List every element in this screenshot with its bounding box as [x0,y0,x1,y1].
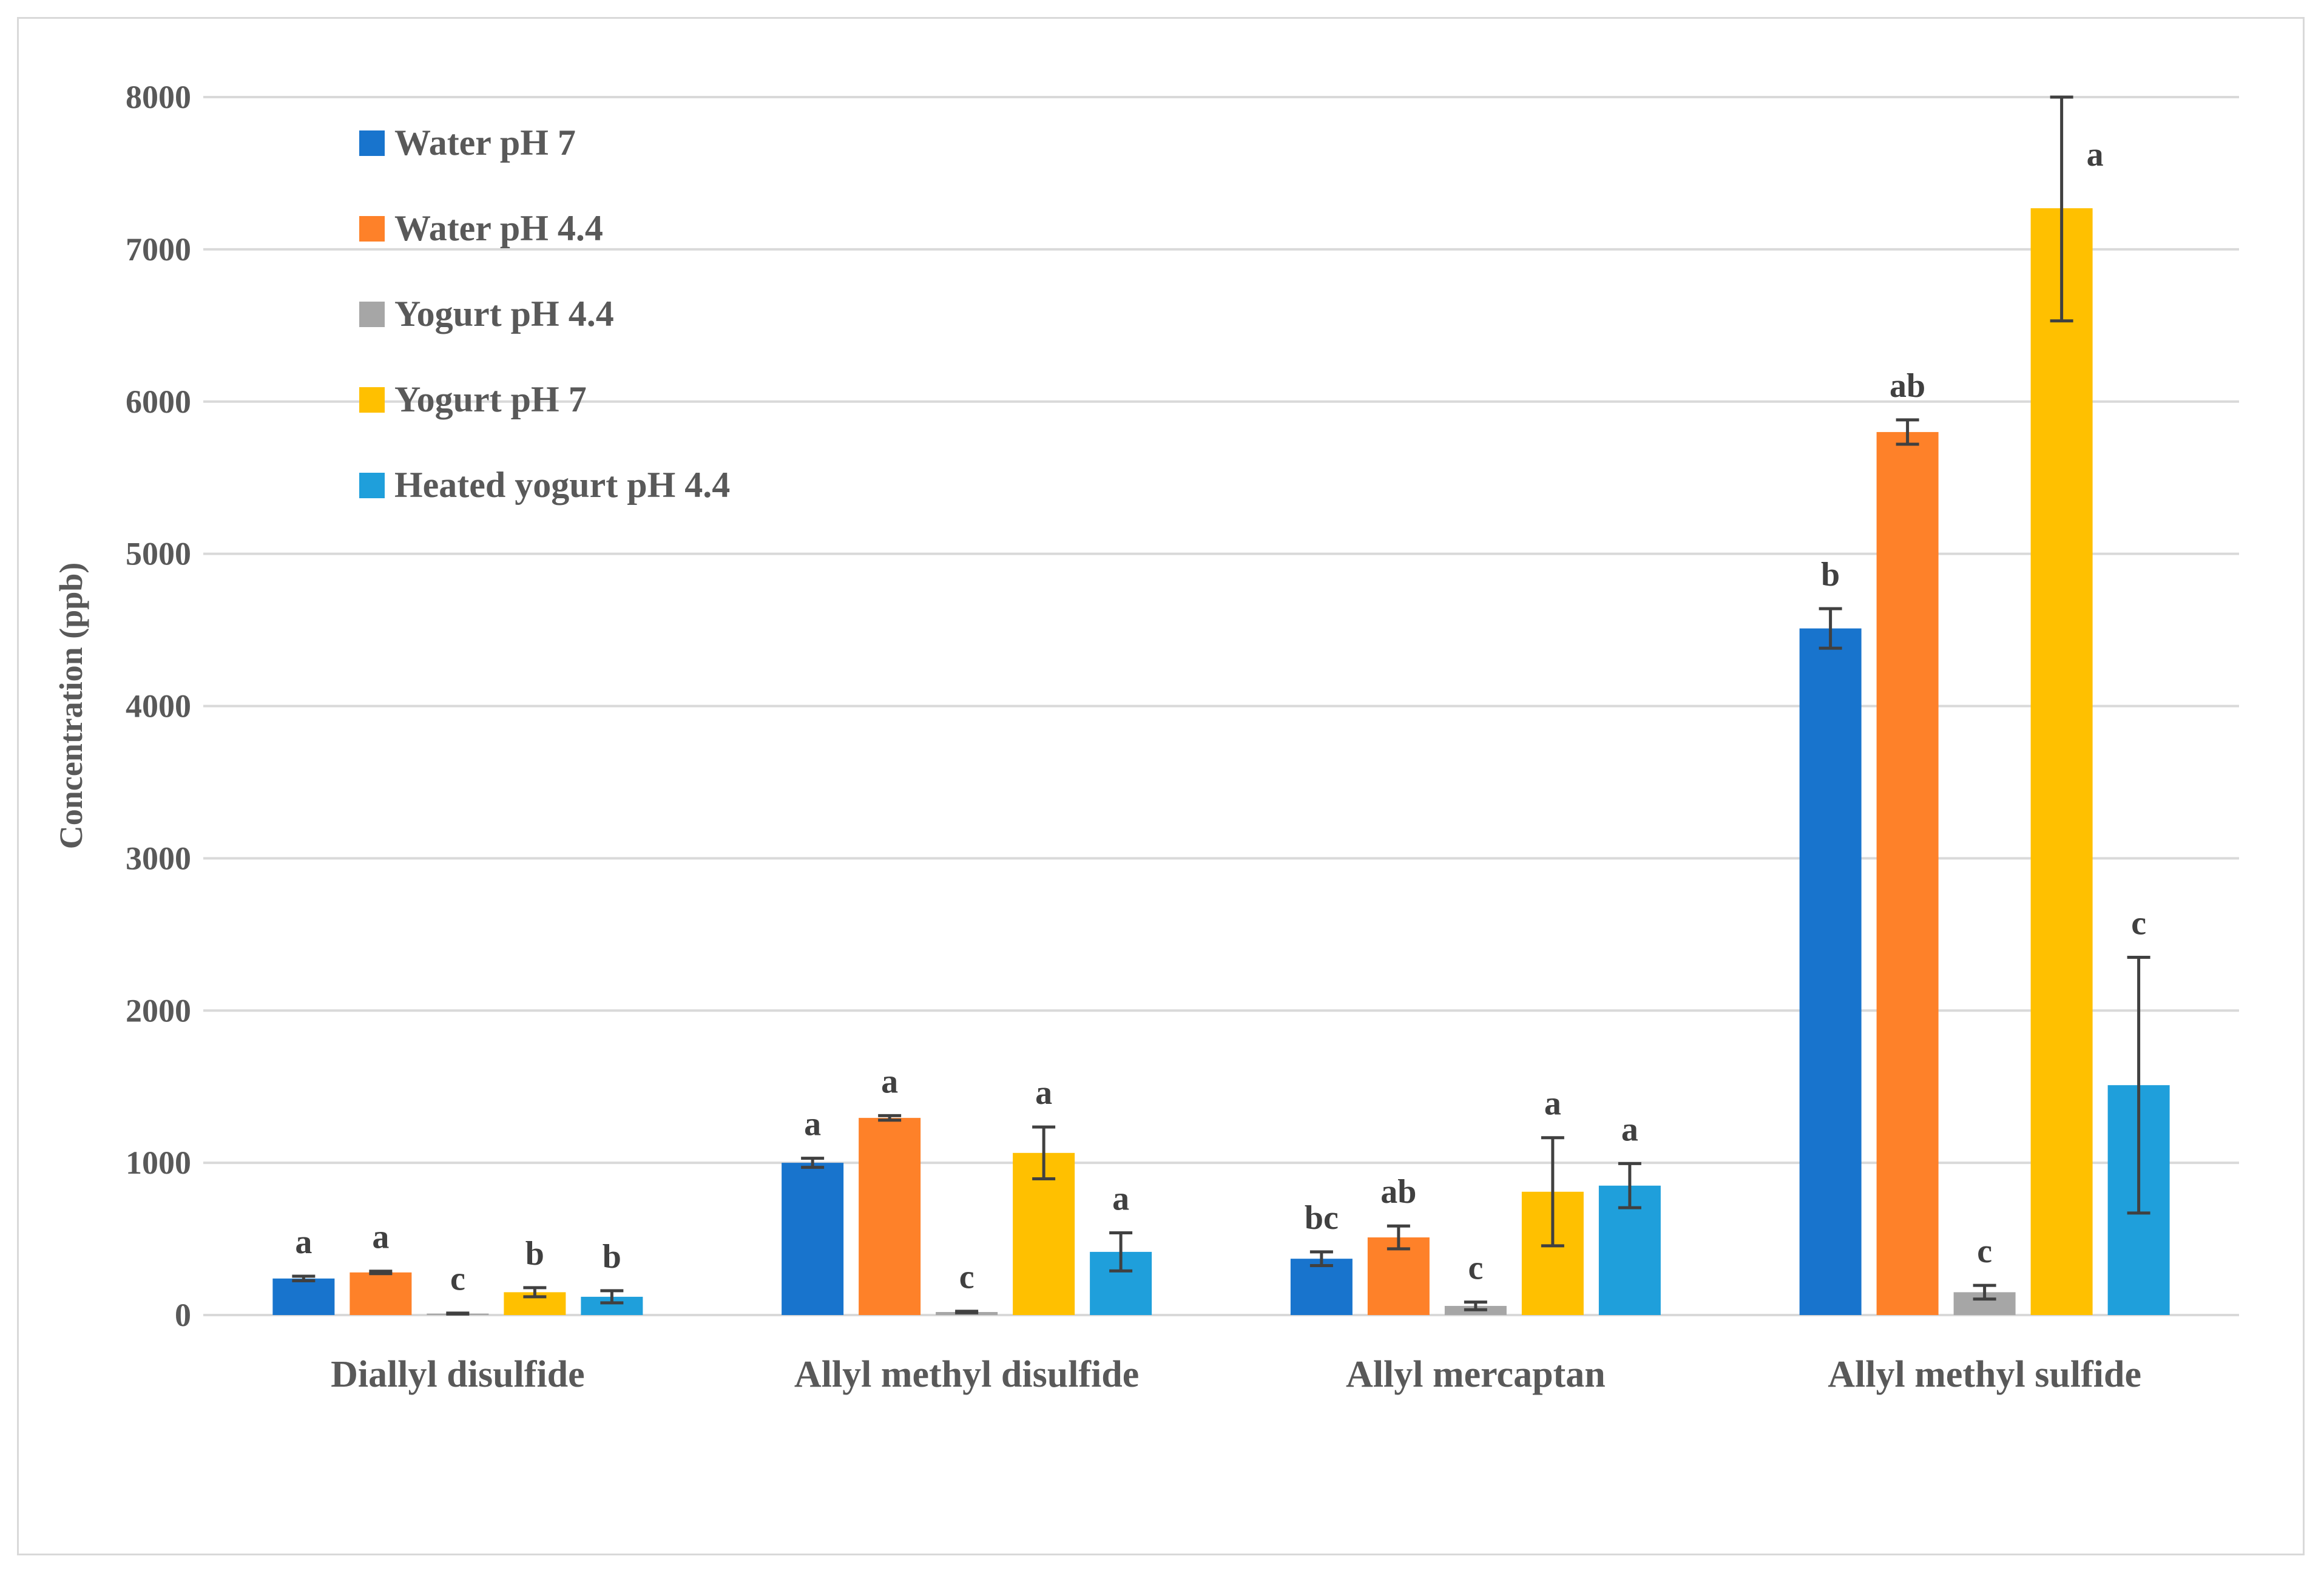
significance-label: bc [1305,1199,1339,1237]
legend-label: Water pH 4.4 [394,208,603,248]
significance-label: b [603,1238,621,1276]
category-labels: Diallyl disulfide Allyl methyl disulfide A… [331,1354,2141,1395]
y-tick-label: 5000 [126,536,191,572]
significance-label: a [295,1223,312,1261]
category-label: Diallyl disulfide [331,1354,585,1395]
error-bars [292,95,2150,1316]
legend-label: Heated yogurt pH 4.4 [394,465,730,505]
bar [1290,1259,1353,1315]
legend-label: Yogurt pH 4.4 [394,294,614,334]
bar [272,1278,335,1315]
significance-label: a [1544,1085,1561,1123]
y-tick-label: 6000 [126,384,191,420]
y-tick-label: 2000 [126,992,191,1029]
significance-label: c [450,1260,465,1298]
legend-label: Water pH 7 [394,123,576,163]
bar [1799,628,1862,1315]
bar [2030,208,2093,1315]
y-tick-labels: 0 1000 2000 3000 4000 5000 6000 7000 8000 [126,79,191,1333]
significance-label: a [2087,136,2104,174]
significance-label: a [804,1106,821,1143]
legend-swatch [359,302,385,327]
category-label: Allyl methyl sulfide [1828,1354,2141,1395]
significance-label: a [881,1063,898,1100]
bar [1367,1237,1430,1315]
bar [350,1272,412,1315]
y-axis-label: Concentration (ppb) [53,563,89,850]
legend-swatch [359,387,385,413]
significance-label: a [372,1219,389,1256]
significance-label: b [525,1235,544,1273]
significance-label: a [1035,1074,1052,1112]
significance-label: ab [1380,1173,1416,1211]
legend-swatch [359,216,385,242]
legend-label: Yogurt pH 7 [394,379,587,419]
y-tick-label: 3000 [126,840,191,876]
significance-label: c [1468,1250,1483,1287]
significance-label: b [1821,556,1840,594]
bar [859,1118,921,1315]
category-label: Allyl methyl disulfide [794,1354,1139,1395]
category-label: Allyl mercaptan [1346,1354,1606,1395]
significance-label: c [2131,904,2146,942]
y-tick-label: 1000 [126,1145,191,1181]
bar [1876,431,1939,1315]
significance-label: a [1621,1111,1638,1148]
significance-label: ab [1890,367,1925,405]
significance-label: a [1112,1180,1129,1218]
significance-label: c [959,1259,975,1296]
y-tick-label: 4000 [126,688,191,725]
legend-swatch [359,130,385,156]
y-tick-label: 8000 [126,79,191,115]
legend: Water pH 7 Water pH 4.4 Yogurt pH 4.4 Yogur… [359,123,730,505]
y-tick-label: 0 [175,1297,191,1333]
bars [272,208,2170,1315]
legend-swatch [359,473,385,498]
bar [782,1163,844,1315]
significance-label: c [1977,1233,1992,1270]
y-tick-label: 7000 [126,231,191,268]
